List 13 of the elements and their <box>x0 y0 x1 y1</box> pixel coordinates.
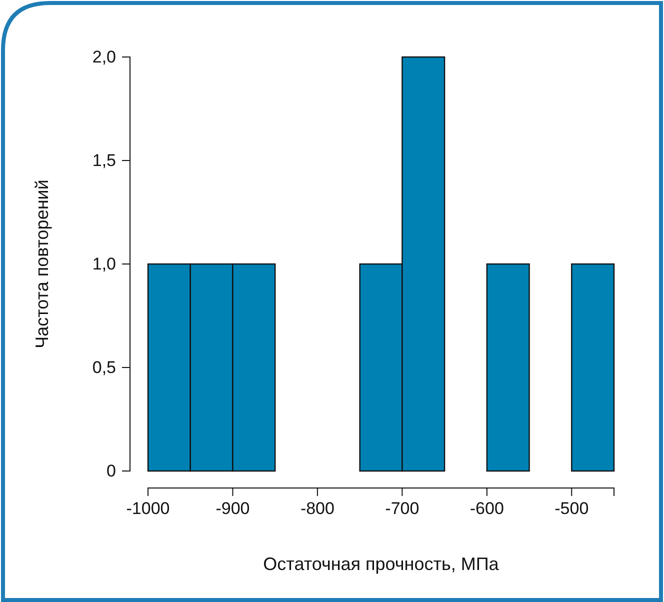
y-tick-label: 0,5 <box>92 358 116 377</box>
y-axis-title: Частота повторений <box>32 180 52 348</box>
y-tick-label: 1,0 <box>92 254 116 274</box>
x-tick-label: -500 <box>554 499 589 518</box>
y-tick-label: 1,5 <box>92 150 116 170</box>
x-tick-label: -800 <box>300 499 334 518</box>
x-tick-label: -600 <box>470 499 504 518</box>
x-tick-label: -900 <box>216 499 250 518</box>
y-tick-label: 0 <box>106 461 116 480</box>
x-axis-title: Остаточная прочность, МПа <box>263 554 500 574</box>
y-tick-label: 2,0 <box>92 47 116 66</box>
x-tick-label: -700 <box>385 499 420 518</box>
x-tick-label: -1000 <box>126 499 170 518</box>
